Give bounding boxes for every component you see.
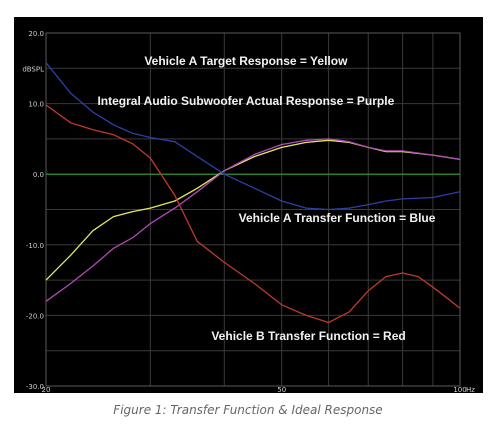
- x-tick-label: 100: [453, 386, 466, 393]
- y-tick-label: 0.0: [33, 171, 44, 179]
- y-tick-label: 10.0: [28, 101, 44, 109]
- y-tick-label: 20.0: [28, 30, 44, 38]
- y-tick-label: -20.0: [26, 312, 44, 320]
- figure-caption: Figure 1: Transfer Function & Ideal Resp…: [113, 403, 383, 417]
- x-tick-label: 50: [277, 386, 286, 393]
- annotation-label: Vehicle A Transfer Function = Blue: [239, 211, 436, 225]
- annotation-label: Vehicle B Transfer Function = Red: [211, 329, 405, 343]
- series-line-2: [45, 62, 461, 211]
- x-tick-label: 20: [42, 386, 51, 393]
- series-line-1: [45, 138, 461, 302]
- transfer-function-chart: 20.0 10.0 0.0 -10.0 -20.0 -30.0 dBSPL 20 50 100 Hz…: [22, 30, 475, 393]
- x-axis-unit-label: Hz: [466, 386, 475, 393]
- plot-border: [45, 32, 461, 387]
- y-tick-label: -10.0: [26, 242, 44, 250]
- plot-area: 20.0 10.0 0.0 -10.0 -20.0 -30.0 dBSPL 20 50 100 Hz…: [14, 17, 483, 393]
- y-tick-label: -30.0: [26, 383, 44, 391]
- series-line-0: [45, 139, 461, 281]
- annotation-label: Vehicle A Target Response = Yellow: [144, 54, 348, 68]
- annotation-label: Integral Audio Subwoofer Actual Response…: [97, 94, 394, 108]
- series-line-3: [45, 104, 461, 324]
- y-axis-label: dBSPL: [22, 65, 44, 73]
